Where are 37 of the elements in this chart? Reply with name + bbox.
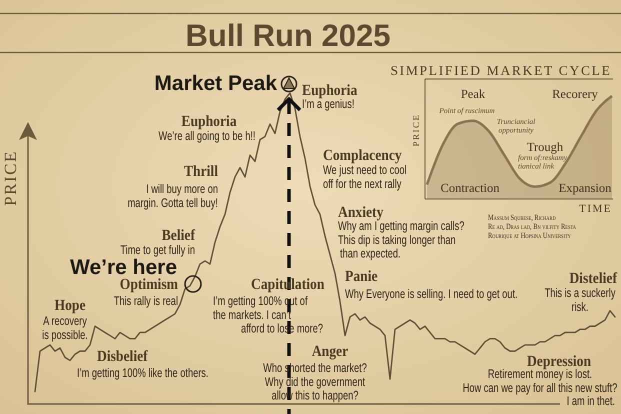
- annotation: I will buy more on margin. Gotta tell buy!: [128, 182, 218, 210]
- annotation: Euphoria: [181, 113, 238, 130]
- annotation: Why Everyone is selling. I need to get out.: [345, 288, 518, 302]
- annotation: Disbelief: [97, 348, 148, 366]
- annotation: I’m getting 100% like the others.: [77, 366, 208, 380]
- annotation: Peak: [460, 87, 486, 101]
- annotation: Distelief: [569, 270, 618, 288]
- annotation: Trough: [526, 140, 564, 154]
- chart-title: SIMPLIFIED MARKET CYCLE: [390, 63, 612, 78]
- annotation: Time to get fully in: [120, 244, 195, 258]
- annotation: Anxiety: [338, 204, 384, 222]
- annotation: Recorery: [552, 87, 599, 101]
- annotation: Expansion: [558, 181, 612, 195]
- annotation: Complacency: [323, 147, 402, 164]
- annotation: Anger: [312, 343, 349, 360]
- annotation: Depression: [526, 353, 592, 370]
- annotation: We just need to cool off for the next rally: [323, 164, 407, 192]
- annotation: This rally is real: [114, 294, 178, 308]
- annotation: Why am I getting margin calls? This dip is taking longer than than expected.: [338, 220, 464, 262]
- annotation: This is a suckerly risk.: [544, 286, 616, 314]
- annotation: I am in thet.: [566, 394, 615, 408]
- annotation: Contraction: [440, 181, 500, 195]
- annotation: Market Peak: [154, 72, 278, 95]
- annotation: Optimism: [120, 276, 178, 294]
- y-axis-title: PRICE: [411, 113, 421, 147]
- annotation: We’re here: [70, 256, 177, 279]
- annotation: We’re all going to be h!!: [158, 130, 256, 144]
- x-axis-title: TIME: [579, 203, 612, 215]
- annotation: A recovery is possible.: [42, 314, 88, 342]
- annotation: Belief: [162, 227, 196, 244]
- y-axis-title: PRICE: [1, 150, 20, 206]
- annotation: Panie: [345, 268, 378, 286]
- annotation: I’m a genius!: [302, 98, 354, 112]
- annotation: Thrill: [184, 163, 218, 180]
- chart-title: Bull Run 2025: [186, 18, 390, 53]
- annotation: Hope: [54, 297, 86, 314]
- annotation: Euphoria: [302, 82, 358, 100]
